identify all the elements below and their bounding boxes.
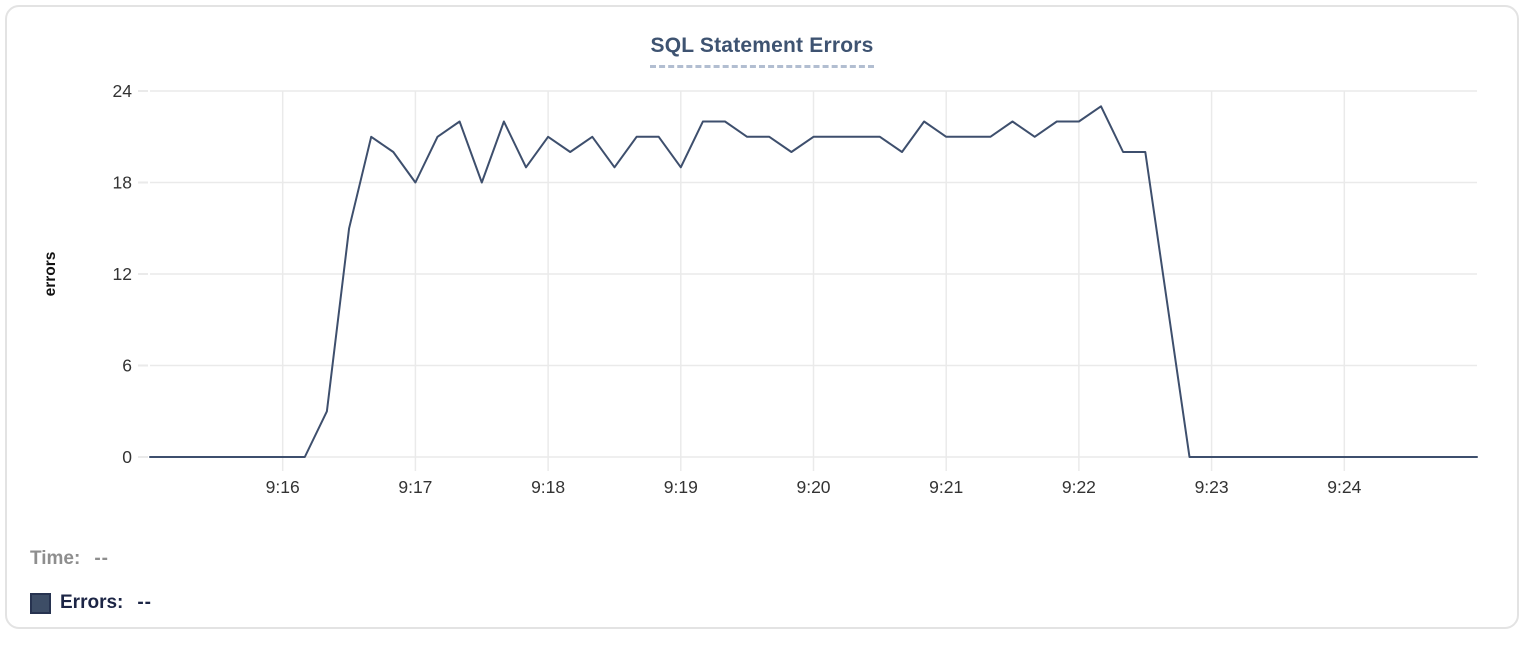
- y-tick-label: 0: [122, 447, 132, 467]
- chart-card: SQL Statement Errors 0 6 12 18 24 9:16 9:17 9:1…: [5, 5, 1519, 629]
- x-tick-label: 9:18: [531, 477, 565, 497]
- errors-series-line: [149, 105, 1478, 458]
- x-tick-label: 9:22: [1062, 477, 1096, 497]
- x-tick-label: 9:19: [664, 477, 698, 497]
- x-tick-label: 9:20: [796, 477, 830, 497]
- x-tick-label: 9:23: [1195, 477, 1229, 497]
- x-tick-label: 9:24: [1327, 477, 1361, 497]
- y-tick-label: 6: [122, 356, 132, 376]
- y-tick-label: 18: [113, 173, 132, 193]
- x-tick-label: 9:21: [929, 477, 963, 497]
- errors-line-chart[interactable]: 0 6 12 18 24 9:16 9:17 9:18 9:19 9:20 9:21 9:22 9:23…: [7, 7, 1528, 512]
- time-readout-label: Time:: [30, 548, 81, 569]
- errors-readout-label: Errors:: [60, 592, 124, 613]
- time-readout-row: Time: --: [30, 547, 152, 571]
- chart-title-wrap: SQL Statement Errors: [7, 34, 1517, 68]
- x-tick-label: 9:17: [398, 477, 432, 497]
- errors-series-swatch-icon: [30, 592, 51, 614]
- y-tick-label: 12: [113, 264, 132, 284]
- tooltip-readout: Time: -- Errors: --: [30, 547, 152, 615]
- errors-readout-row: Errors: --: [30, 591, 152, 615]
- y-axis-title: errors: [42, 252, 59, 297]
- errors-readout-value: --: [137, 592, 153, 613]
- time-readout-value: --: [94, 548, 109, 569]
- chart-title[interactable]: SQL Statement Errors: [650, 34, 874, 68]
- x-tick-label: 9:16: [266, 477, 300, 497]
- y-tick-label: 24: [113, 81, 133, 101]
